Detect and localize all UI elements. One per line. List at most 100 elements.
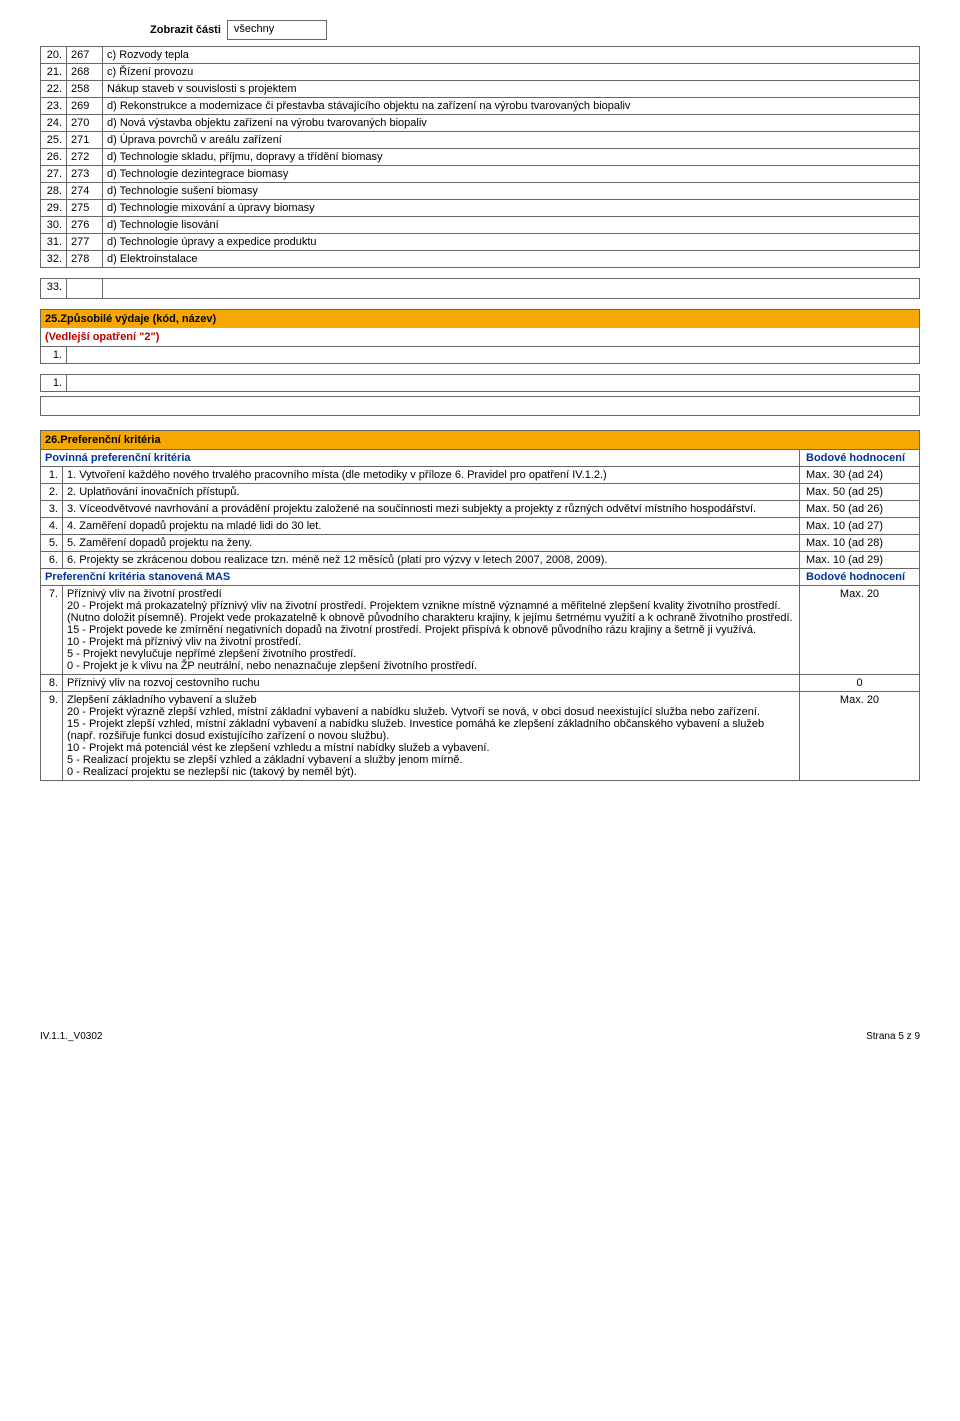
table-row: 2.2. Uplatňování inovačních přístupů.Max… <box>41 484 920 501</box>
row-text: d) Nová výstavba objektu zařízení na výr… <box>103 115 920 132</box>
page-footer: IV.1.1._V0302 Strana 5 z 9 <box>0 1031 960 1052</box>
row-score: Max. 10 (ad 27) <box>800 518 920 535</box>
row-text: 1. Vytvoření každého nového trvalého pra… <box>63 467 800 484</box>
row-score: Max. 20 <box>800 586 920 675</box>
row-code: 276 <box>67 217 103 234</box>
row-score: Max. 50 (ad 25) <box>800 484 920 501</box>
row-index: 3. <box>41 501 63 518</box>
row-text: d) Úprava povrchů v areálu zařízení <box>103 132 920 149</box>
row-index: 5. <box>41 535 63 552</box>
table-row: 25.271d) Úprava povrchů v areálu zařízen… <box>41 132 920 149</box>
section-25-sub: (Vedlejší opatření "2") <box>40 328 920 346</box>
row-index: 4. <box>41 518 63 535</box>
row-text: d) Technologie sušení biomasy <box>103 183 920 200</box>
row-code: 274 <box>67 183 103 200</box>
table-row: 23.269d) Rekonstrukce a modernizace či p… <box>41 98 920 115</box>
row-code: 278 <box>67 251 103 268</box>
table-row: 31.277d) Technologie úpravy a expedice p… <box>41 234 920 251</box>
row-score: Max. 50 (ad 26) <box>800 501 920 518</box>
row-text <box>67 375 920 392</box>
table-row: 3.3. Víceodvětvové navrhování a prováděn… <box>41 501 920 518</box>
row-text: d) Technologie mixování a úpravy biomasy <box>103 200 920 217</box>
row-text <box>67 347 920 364</box>
row-text: c) Řízení provozu <box>103 64 920 81</box>
povinna-header-row: Povinná preferenční kritéria Bodové hodn… <box>41 450 920 467</box>
row-text: d) Rekonstrukce a modernizace či přestav… <box>103 98 920 115</box>
empty-row <box>40 396 920 416</box>
row-text: 3. Víceodvětvové navrhování a provádění … <box>63 501 800 518</box>
bodove-label: Bodové hodnocení <box>800 450 920 467</box>
row-index: 2. <box>41 484 63 501</box>
row-text: 5. Zaměření dopadů projektu na ženy. <box>63 535 800 552</box>
table-row: 5.5. Zaměření dopadů projektu na ženy.Ma… <box>41 535 920 552</box>
codes-table: 20.267c) Rozvody tepla21.268c) Řízení pr… <box>40 46 920 268</box>
table-row: 32.278d) Elektroinstalace <box>41 251 920 268</box>
mas-header-row: Preferenční kritéria stanovená MAS Bodov… <box>41 569 920 586</box>
row-code: 271 <box>67 132 103 149</box>
table-row: 30.276d) Technologie lisování <box>41 217 920 234</box>
section-26-title: 26.Preferenční kritéria <box>40 430 920 449</box>
footer-right: Strana 5 z 9 <box>866 1031 920 1042</box>
row-index: 24. <box>41 115 67 132</box>
row-index: 6. <box>41 552 63 569</box>
section-25-table-a: 1. <box>40 346 920 364</box>
row-text: 4. Zaměření dopadů projektu na mladé lid… <box>63 518 800 535</box>
row-text: d) Elektroinstalace <box>103 251 920 268</box>
table-row: 4.4. Zaměření dopadů projektu na mladé l… <box>41 518 920 535</box>
row-text: d) Technologie dezintegrace biomasy <box>103 166 920 183</box>
row-text: Nákup staveb v souvislosti s projektem <box>103 81 920 98</box>
row-code: 277 <box>67 234 103 251</box>
row-text: 6. Projekty se zkrácenou dobou realizace… <box>63 552 800 569</box>
row-index: 25. <box>41 132 67 149</box>
row-index: 30. <box>41 217 67 234</box>
table-row: 21.268c) Řízení provozu <box>41 64 920 81</box>
row-text: d) Technologie lisování <box>103 217 920 234</box>
table-row: 24.270d) Nová výstavba objektu zařízení … <box>41 115 920 132</box>
footer-left: IV.1.1._V0302 <box>40 1031 102 1042</box>
row-text: Příznivý vliv na životní prostředí20 - P… <box>63 586 800 675</box>
povinna-label: Povinná preferenční kritéria <box>41 450 800 467</box>
row-text: 2. Uplatňování inovačních přístupů. <box>63 484 800 501</box>
row-index: 28. <box>41 183 67 200</box>
row-index: 26. <box>41 149 67 166</box>
row-code: 268 <box>67 64 103 81</box>
section-25-title: 25.Způsobilé výdaje (kód, název) <box>40 309 920 328</box>
table-row: 29.275d) Technologie mixování a úpravy b… <box>41 200 920 217</box>
table-row: 22.258Nákup staveb v souvislosti s proje… <box>41 81 920 98</box>
zobrazit-select[interactable]: všechny <box>227 20 327 40</box>
row-score: Max. 30 (ad 24) <box>800 467 920 484</box>
table-row: 20.267c) Rozvody tepla <box>41 47 920 64</box>
row-index: 1. <box>41 347 67 364</box>
row-code: 269 <box>67 98 103 115</box>
bodove-label-2: Bodové hodnocení <box>800 569 920 586</box>
row-index: 31. <box>41 234 67 251</box>
row-index: 32. <box>41 251 67 268</box>
row-index: 9. <box>41 692 63 781</box>
row-text: d) Technologie úpravy a expedice produkt… <box>103 234 920 251</box>
section-25-table-b: 1. <box>40 374 920 392</box>
row-index: 1. <box>41 467 63 484</box>
row-text: Příznivý vliv na rozvoj cestovního ruchu <box>63 675 800 692</box>
table-row: 33. <box>41 279 920 299</box>
row-code: 272 <box>67 149 103 166</box>
table-row: 8.Příznivý vliv na rozvoj cestovního ruc… <box>41 675 920 692</box>
table-row: 9.Zlepšení základního vybavení a služeb2… <box>41 692 920 781</box>
row-index: 27. <box>41 166 67 183</box>
row-score: Max. 10 (ad 28) <box>800 535 920 552</box>
table-row: 7.Příznivý vliv na životní prostředí20 -… <box>41 586 920 675</box>
table-row: 26.272d) Technologie skladu, příjmu, dop… <box>41 149 920 166</box>
row-code: 275 <box>67 200 103 217</box>
row-text: d) Technologie skladu, příjmu, dopravy a… <box>103 149 920 166</box>
row-index: 22. <box>41 81 67 98</box>
table-row: 28.274d) Technologie sušení biomasy <box>41 183 920 200</box>
row-text: c) Rozvody tepla <box>103 47 920 64</box>
zobrazit-casti-row: Zobrazit části všechny <box>150 20 920 40</box>
row-index: 20. <box>41 47 67 64</box>
row-code: 267 <box>67 47 103 64</box>
row-score: Max. 10 (ad 29) <box>800 552 920 569</box>
zobrazit-label: Zobrazit části <box>150 24 221 36</box>
table-row: 1.1. Vytvoření každého nového trvalého p… <box>41 467 920 484</box>
row-score: 0 <box>800 675 920 692</box>
row-index: 1. <box>41 375 67 392</box>
table-row: 1. <box>41 375 920 392</box>
